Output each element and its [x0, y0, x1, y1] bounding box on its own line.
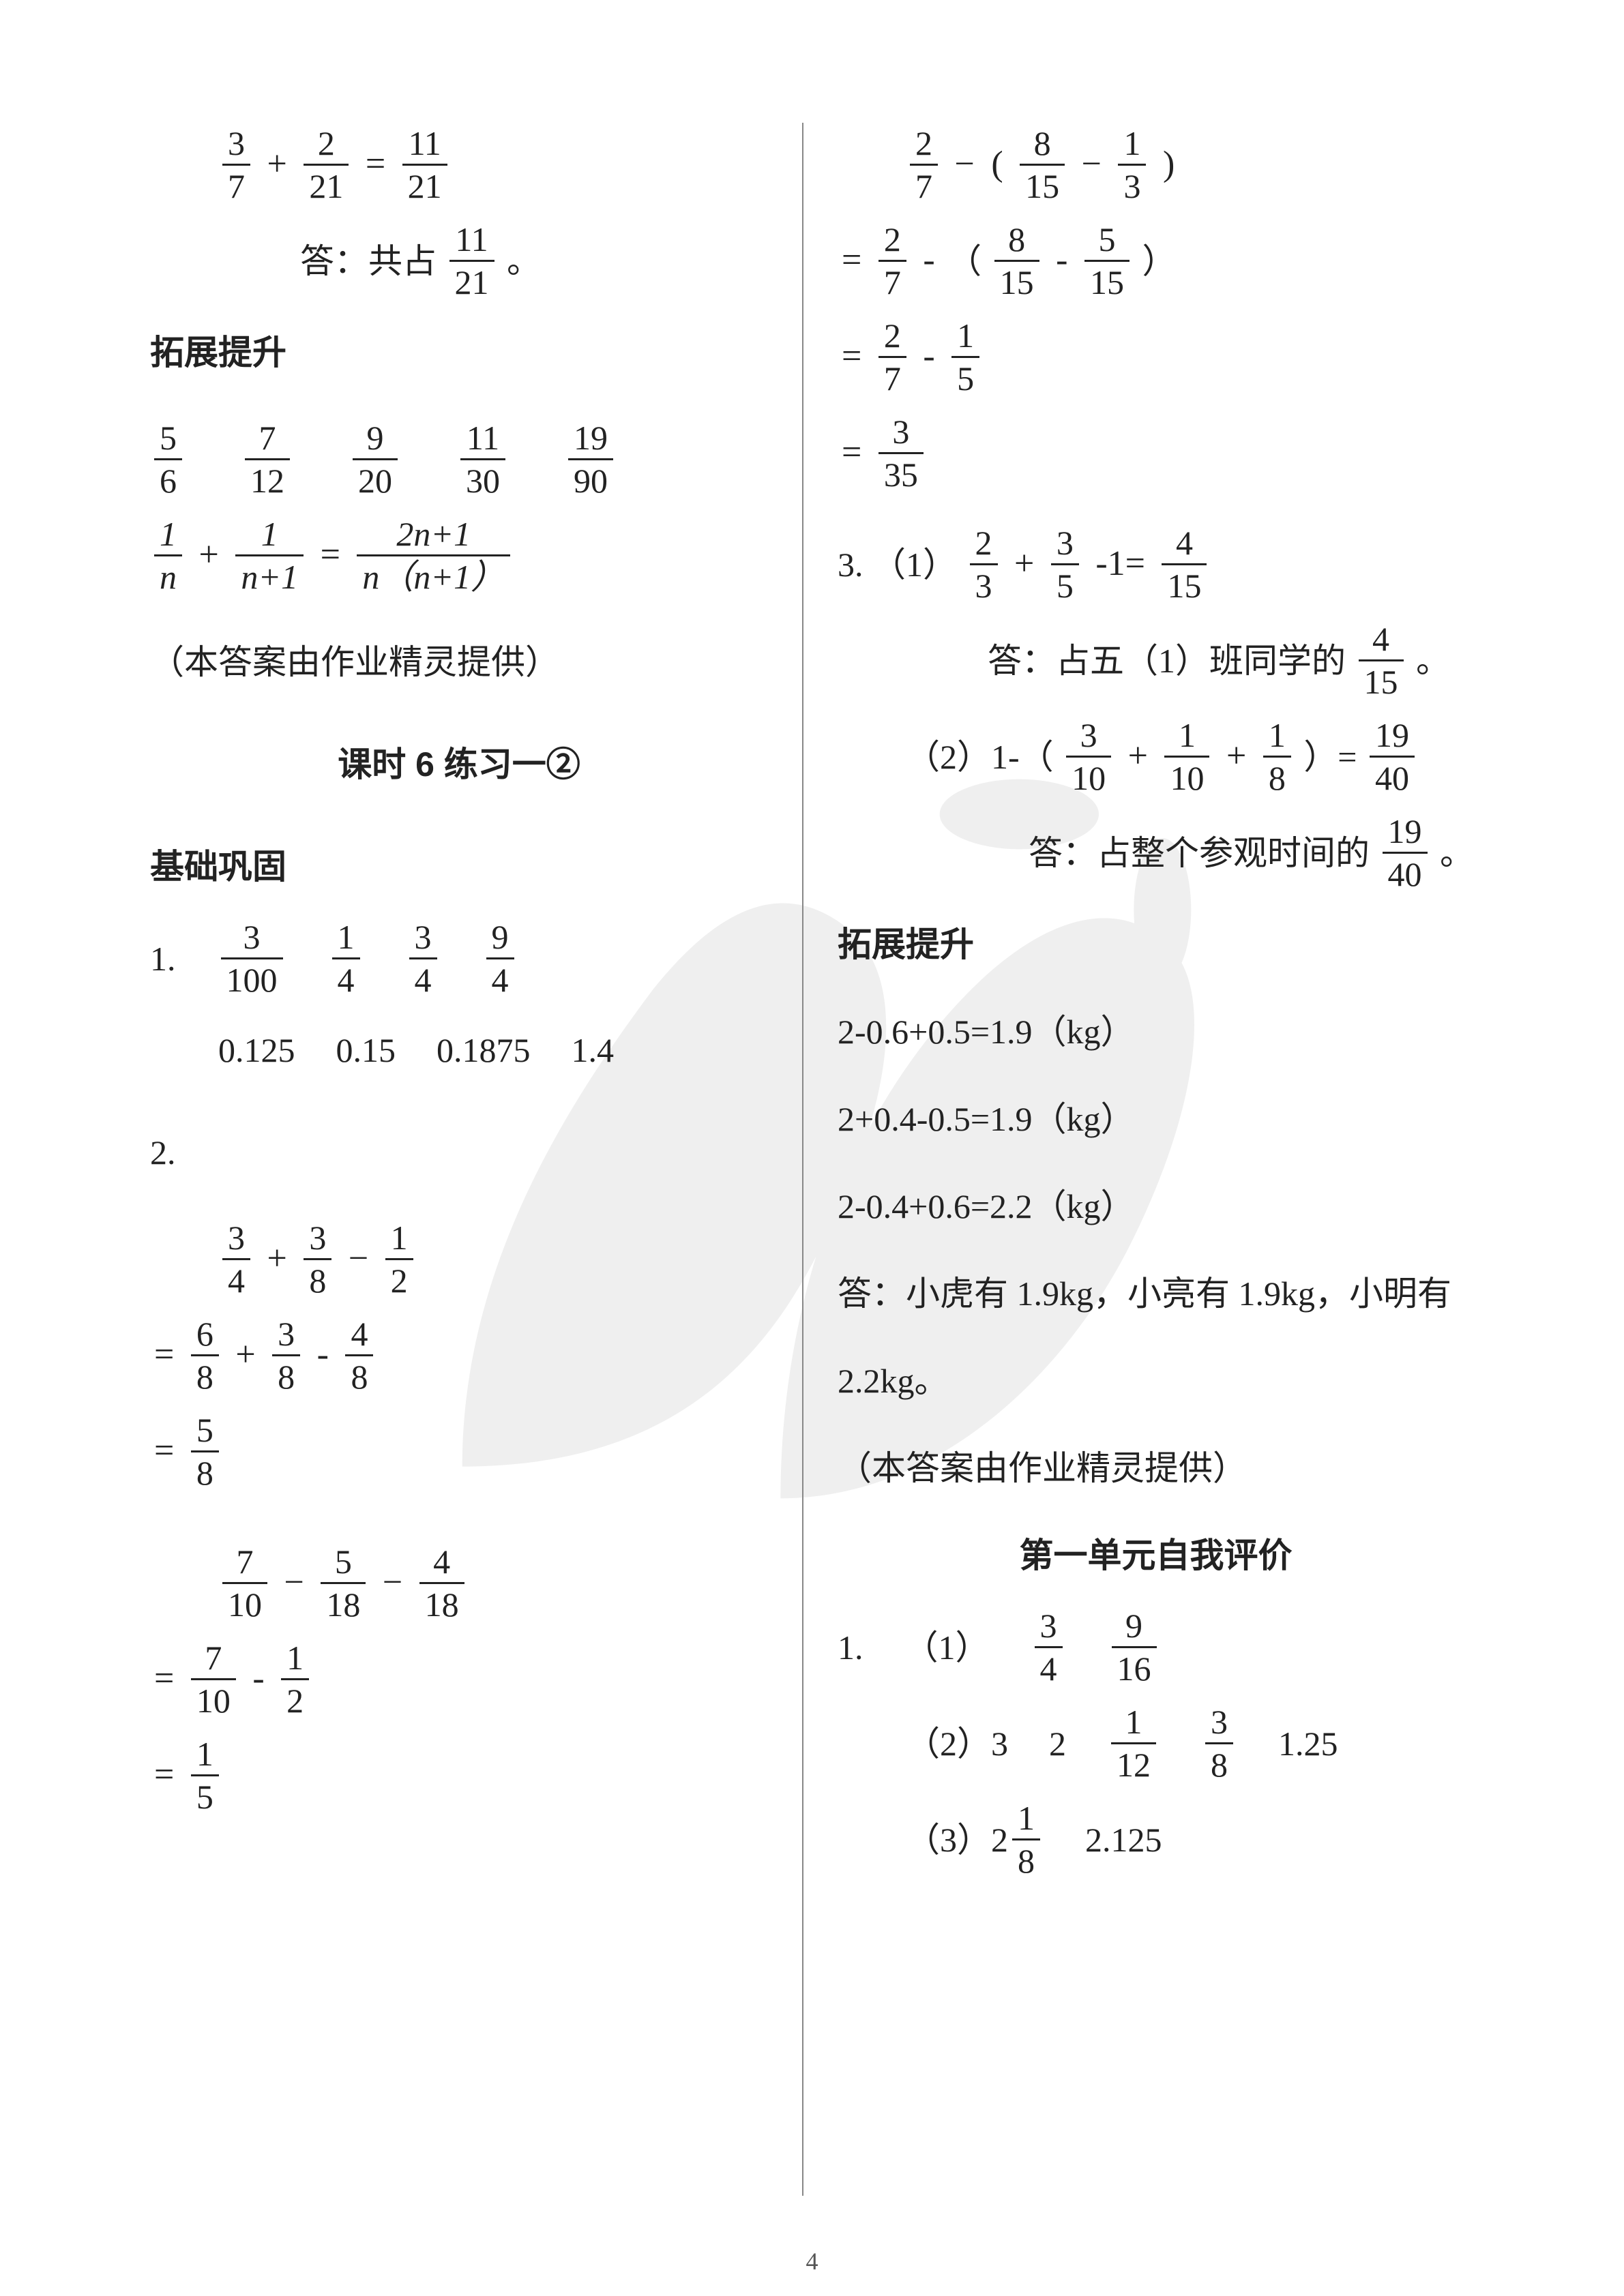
left-column: 37 + 221 = 1121 答：共占 1121 。 拓展提升 56 712 … — [123, 123, 795, 2196]
section-heading: 拓展提升 — [150, 315, 768, 390]
answer-text: 答：小虎有 1.9kg，小亮有 1.9kg，小明有 — [838, 1256, 1474, 1331]
page-container: 37 + 221 = 1121 答：共占 1121 。 拓展提升 56 712 … — [0, 0, 1624, 2237]
eval-row: 1. （1） 34 916 — [838, 1605, 1474, 1689]
general-formula: 1n + 1n+1 = 2n+1n（n+1） — [150, 513, 768, 597]
credit-text: （本答案由作业精灵提供） — [150, 625, 768, 700]
equation: 37 + 221 = 1121 — [150, 123, 768, 207]
expression: 710 − 518 − 418 — [150, 1541, 768, 1625]
fraction-row: 56 712 920 1130 1990 — [150, 417, 768, 501]
section-heading: 基础巩固 — [150, 829, 768, 904]
credit-text: （本答案由作业精灵提供） — [838, 1431, 1474, 1506]
calc-line: 2-0.6+0.5=1.9（kg） — [838, 994, 1474, 1069]
q1-decimals: 0.125 0.15 0.1875 1.4 — [150, 1013, 768, 1088]
expression: 27 − ( 815 − 13 ) — [838, 123, 1474, 207]
q3-2-expression: （2）1-（ 310 + 110 + 18 ）= 1940 — [838, 715, 1474, 799]
step: = 15 — [150, 1733, 768, 1817]
lesson-heading: 课时 6 练习一② — [150, 727, 768, 802]
eval-row: （2）3 2 112 38 1.25 — [838, 1701, 1474, 1785]
column-divider — [802, 123, 803, 2196]
answer-text: 2.2kg。 — [838, 1343, 1474, 1418]
calc-line: 2+0.4-0.5=1.9（kg） — [838, 1082, 1474, 1157]
page-number: 4 — [806, 2247, 818, 2276]
q2-label: 2. — [150, 1115, 768, 1190]
eval-row: （3）218 2.125 — [838, 1798, 1474, 1881]
section-heading: 拓展提升 — [838, 907, 1474, 982]
step: = 710 - 12 — [150, 1637, 768, 1721]
right-column: 27 − ( 815 − 13 ) = 27 - （ 815 - 515 ） =… — [810, 123, 1501, 2196]
step: = 27 - （ 815 - 515 ） — [838, 219, 1474, 303]
calc-line: 2-0.4+0.6=2.2（kg） — [838, 1169, 1474, 1244]
q1-fractions: 1. 3100 14 34 94 — [150, 916, 768, 1000]
q3-expression: 3. （1） 23 + 35 -1= 415 — [838, 522, 1474, 606]
expression: 34 + 38 − 12 — [150, 1217, 768, 1301]
answer-text: 答：占整个参观时间的 1940 。 — [838, 811, 1474, 895]
answer-text: 答：占五（1）班同学的 415 。 — [838, 618, 1474, 702]
unit-heading: 第一单元自我评价 — [838, 1518, 1474, 1593]
step: = 58 — [150, 1410, 768, 1493]
answer-text: 答：共占 1121 。 — [150, 219, 768, 303]
step: = 27 - 15 — [838, 315, 1474, 399]
step: = 335 — [838, 411, 1474, 495]
step: = 68 + 38 - 48 — [150, 1313, 768, 1397]
